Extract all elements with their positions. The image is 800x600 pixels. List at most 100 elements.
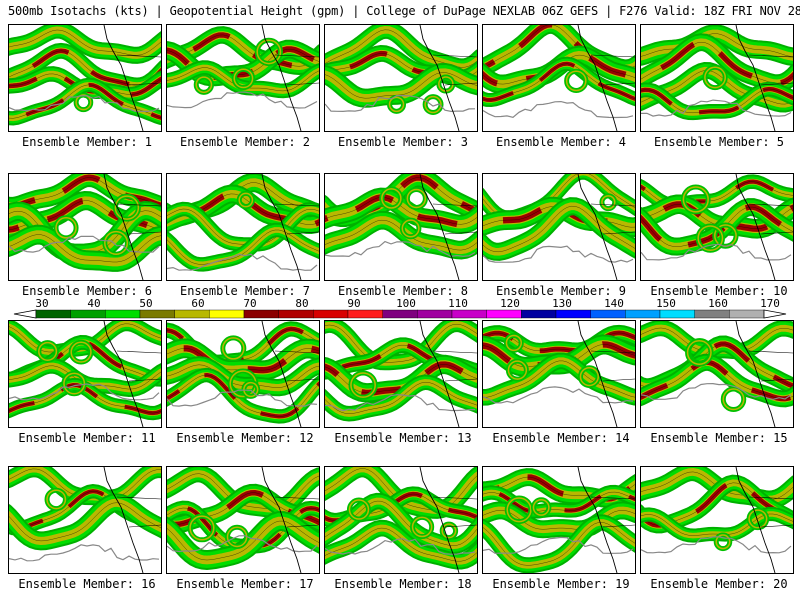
height-contour <box>483 360 635 398</box>
colorbar-cell <box>555 309 591 319</box>
colorbar-cell <box>729 309 765 319</box>
vortex-core <box>682 186 709 213</box>
colorbar-tick-label: 150 <box>656 297 676 310</box>
ensemble-member-label: Ensemble Member: 12 <box>176 431 314 445</box>
ensemble-map-panel <box>482 173 636 281</box>
vortex-core <box>697 225 724 252</box>
political-border <box>116 54 161 86</box>
political-border <box>432 203 477 235</box>
colorbar-cell <box>417 309 453 319</box>
colorbar-tick-label: 50 <box>139 297 153 310</box>
ensemble-map-panel <box>640 466 794 574</box>
coastline <box>735 174 776 280</box>
ensemble-member-label: Ensemble Member: 7 <box>179 284 311 298</box>
height-contour-gray <box>9 544 160 562</box>
height-contour-gray <box>167 253 318 271</box>
political-border <box>274 350 319 382</box>
colorbar-tick-label: 90 <box>347 297 361 310</box>
page-title: 500mb Isotachs (kts) | Geopotential Heig… <box>8 4 800 18</box>
ensemble-map-panel <box>640 173 794 281</box>
colorbar-arrow-right <box>763 309 787 319</box>
height-contour <box>9 84 161 119</box>
height-contour-gray <box>483 536 634 554</box>
height-contour <box>641 513 793 536</box>
ensemble-map-panel <box>8 320 162 428</box>
colorbar-cell <box>382 309 418 319</box>
ensemble-map-panel <box>8 24 162 132</box>
ensemble-map-panel <box>166 320 320 428</box>
political-border <box>590 203 635 235</box>
ensemble-member-label: Ensemble Member: 18 <box>334 577 472 591</box>
colorbar-tick-label: 110 <box>448 297 468 310</box>
ensemble-member-label: Ensemble Member: 6 <box>21 284 153 298</box>
height-contour <box>325 72 477 99</box>
ensemble-member-label: Ensemble Member: 16 <box>18 577 156 591</box>
height-contour <box>9 502 161 542</box>
height-contour-gray <box>325 94 476 113</box>
vortex-core <box>601 195 616 210</box>
height-contour <box>167 520 319 561</box>
height-contour <box>325 323 477 363</box>
colorbar-cell <box>451 309 487 319</box>
ensemble-map-panel <box>482 466 636 574</box>
colorbar-cell <box>625 309 661 319</box>
colorbar-cell <box>694 309 730 319</box>
colorbar-arrow-left <box>13 309 37 319</box>
political-border <box>748 54 793 86</box>
vortex-core <box>222 337 245 360</box>
ensemble-member-label: Ensemble Member: 17 <box>176 577 314 591</box>
vortex-core <box>104 230 129 255</box>
height-contour-gray <box>167 535 318 553</box>
height-contour-gray <box>325 538 476 555</box>
vortex-core <box>505 334 523 352</box>
coastline <box>103 25 144 131</box>
ensemble-map-panel <box>482 320 636 428</box>
vortex-core <box>55 217 77 239</box>
coastline <box>261 174 302 280</box>
height-contour-gray <box>641 243 792 261</box>
height-contour-gray <box>641 536 792 554</box>
ensemble-member-label: Ensemble Member: 11 <box>18 431 156 445</box>
coastline <box>577 467 618 573</box>
vortex-core <box>507 360 528 380</box>
colorbar-cell <box>174 309 210 319</box>
height-contour <box>9 234 161 263</box>
political-border <box>432 496 477 528</box>
ensemble-member-label: Ensemble Member: 13 <box>334 431 472 445</box>
height-contour <box>325 527 477 562</box>
vortex-core <box>243 381 259 398</box>
coastline <box>735 321 776 427</box>
political-border <box>116 203 161 235</box>
height-contour <box>483 205 635 253</box>
ensemble-map-panel <box>324 466 478 574</box>
height-contour-gray <box>167 91 318 109</box>
ensemble-member-label: Ensemble Member: 4 <box>495 135 627 149</box>
height-contour-gray <box>641 382 792 401</box>
coastline <box>261 321 302 427</box>
coastline <box>419 321 460 427</box>
vortex-core <box>704 66 726 89</box>
political-border <box>274 54 319 86</box>
coastline <box>735 25 776 131</box>
colorbar-tick-label: 140 <box>604 297 624 310</box>
ensemble-map-panel <box>640 320 794 428</box>
height-contour <box>641 33 793 57</box>
colorbar-tick-label: 170 <box>760 297 780 310</box>
vortex-core <box>532 498 550 516</box>
vortex-core <box>381 188 402 209</box>
vortex-core <box>406 188 427 209</box>
height-contour-gray <box>641 99 792 117</box>
ensemble-map-panel <box>482 24 636 132</box>
height-contour-gray <box>167 389 318 407</box>
vortex-core <box>388 96 405 113</box>
coastline <box>103 467 144 573</box>
colorbar-cell <box>35 309 71 319</box>
vortex-core <box>748 509 768 529</box>
height-contour-gray <box>483 245 634 263</box>
vortex-core <box>579 366 599 387</box>
vortex-core <box>46 489 67 510</box>
colorbar-cell <box>70 309 106 319</box>
vortex-core <box>256 39 282 65</box>
coastline <box>261 25 302 131</box>
ensemble-member-label: Ensemble Member: 19 <box>492 577 630 591</box>
